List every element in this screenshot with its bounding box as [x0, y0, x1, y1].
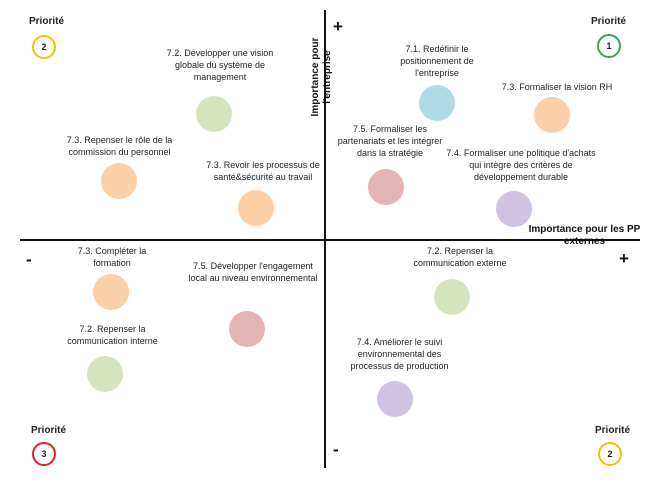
- item-bubble-engagement-local: [229, 311, 265, 347]
- item-bubble-vision-management: [196, 96, 232, 132]
- y-axis-label: Importance pour l'entreprise: [310, 37, 333, 117]
- item-label-vision-management: 7.2. Développer une vision globale du sy…: [166, 48, 274, 82]
- priority-badge-top-left: 2: [32, 35, 56, 59]
- priority-number: 3: [41, 449, 47, 459]
- priority-number: 2: [41, 42, 47, 52]
- item-label-communication-externe: 7.2. Repenser la communication externe: [413, 246, 507, 268]
- priority-label-top-right: Priorité: [591, 16, 627, 27]
- item-bubble-formation: [93, 274, 129, 310]
- item-bubble-positionnement: [419, 85, 455, 121]
- item-label-positionnement: 7.1. Redéfinir le positionnement de l'en…: [400, 44, 474, 78]
- axis-minus-left: -: [26, 250, 32, 269]
- item-bubble-commission: [101, 163, 137, 199]
- item-bubble-suivi-environnemental: [377, 381, 413, 417]
- axis-minus-bottom: -: [333, 440, 339, 459]
- item-bubble-vision-rh: [534, 97, 570, 133]
- priority-badge-bottom-left: 3: [32, 442, 56, 466]
- item-bubble-sante-securite: [238, 190, 274, 226]
- priority-label-top-left: Priorité: [29, 16, 65, 27]
- item-label-vision-rh: 7.3. Formaliser la vision RH: [501, 82, 613, 92]
- item-label-sante-securite: 7.3. Revoir les processus de santé&sécur…: [206, 160, 320, 182]
- priority-badge-bottom-right: 2: [598, 442, 622, 466]
- axis-plus-right: +: [619, 249, 629, 268]
- item-bubble-partenariats: [368, 169, 404, 205]
- item-label-achats: 7.4. Formaliser une politique d'achats q…: [446, 148, 596, 182]
- item-label-suivi-environnemental: 7.4. Améliorer le suivi environnemental …: [350, 337, 449, 371]
- priority-label-bottom-right: Priorité: [595, 425, 631, 436]
- item-label-formation: 7.3. Compléter la formation: [77, 246, 147, 268]
- axis-plus-top: +: [333, 17, 343, 36]
- item-label-communication-interne: 7.2. Repenser la communication interne: [67, 324, 158, 346]
- item-label-commission: 7.3. Repenser le rôle de la commission d…: [66, 135, 173, 157]
- item-bubble-achats: [496, 191, 532, 227]
- horizontal-axis: [20, 239, 640, 241]
- x-axis-label: Importance pour les PP externes: [528, 224, 641, 247]
- item-bubble-communication-externe: [434, 279, 470, 315]
- item-bubble-communication-interne: [87, 356, 123, 392]
- item-label-engagement-local: 7.5. Développer l'engagement local au ni…: [188, 261, 318, 283]
- priority-number: 1: [606, 41, 612, 51]
- priority-number: 2: [607, 449, 613, 459]
- priority-badge-top-right: 1: [597, 34, 621, 58]
- item-label-partenariats: 7.5. Formaliser les partenariats et les …: [337, 124, 443, 158]
- priority-label-bottom-left: Priorité: [31, 425, 67, 436]
